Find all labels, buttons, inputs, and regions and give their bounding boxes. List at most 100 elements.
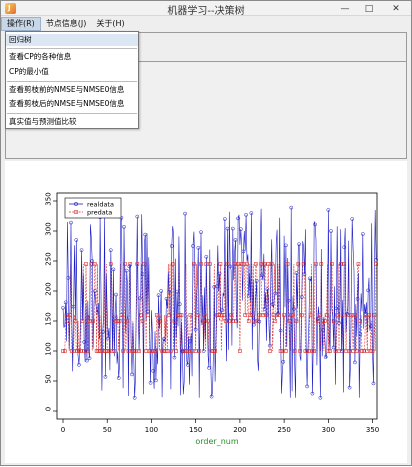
predata-point <box>292 349 297 353</box>
predata-point <box>199 262 203 266</box>
predata-point <box>85 349 90 353</box>
predata-point <box>324 313 329 317</box>
realdata-point <box>63 300 68 305</box>
predata-point <box>335 313 339 317</box>
realdata-point <box>90 259 95 263</box>
y-tick-label: 250 <box>45 252 53 265</box>
menu-item-nmse-before-prune[interactable]: 查看剪枝前的NMSE与NMSE0信息 <box>9 85 125 94</box>
menu-item-regression-tree[interactable]: 回归树 <box>6 34 138 46</box>
predata-point <box>216 313 221 317</box>
predata-point <box>140 319 145 323</box>
predata-point <box>344 349 348 353</box>
realdata-point <box>130 372 134 377</box>
predata-point <box>139 313 143 317</box>
x-tick-label: 50 <box>103 426 112 434</box>
predata-point <box>301 262 306 266</box>
predata-point <box>250 313 255 317</box>
menu-item-cp-info[interactable]: 查看CP的各种信息 <box>9 52 72 61</box>
x-axis-label: order_num <box>195 437 238 446</box>
predata-point <box>238 349 242 353</box>
realdata-point <box>106 336 110 341</box>
realdata-point <box>212 284 217 289</box>
predata-point <box>342 262 347 266</box>
menu-item-cp-min[interactable]: CP的最小值 <box>9 67 49 76</box>
realdata-point <box>339 349 344 353</box>
realdata-point <box>159 289 164 293</box>
predata-point <box>298 349 302 353</box>
menu-about[interactable]: 关于(H) <box>96 19 125 28</box>
realdata-point <box>103 374 108 379</box>
y-tick-label: 150 <box>45 312 53 325</box>
predata-point <box>254 262 258 266</box>
menu-item-real-vs-pred[interactable]: 真实值与预测值比较 <box>9 117 77 126</box>
comparison-chart: 0 50 100 150 200 250 300 350 0 50 100 150 200 250 300 3… <box>45 192 380 446</box>
realdata-point <box>74 238 79 242</box>
minimize-button[interactable]: — <box>340 3 350 14</box>
predata-point <box>346 313 350 317</box>
predata-point <box>351 349 355 353</box>
menu-node-info[interactable]: 节点信息(J) <box>45 19 87 28</box>
series-realdata-line <box>62 207 377 398</box>
legend-box <box>64 197 122 219</box>
predata-point <box>169 349 173 353</box>
realdata-point <box>228 264 233 269</box>
predata-point <box>71 349 76 353</box>
predata-point <box>315 319 320 323</box>
realdata-point <box>257 319 262 324</box>
y-tick-label: 300 <box>45 222 53 235</box>
menu-operation[interactable]: 操作(R) <box>1 17 41 31</box>
predata-point <box>370 349 375 353</box>
predata-point <box>124 319 129 323</box>
predata-point <box>84 262 88 266</box>
legend-predata-label: predata <box>87 209 112 217</box>
realdata-point <box>246 293 251 298</box>
realdata-point <box>366 288 371 293</box>
realdata-point <box>355 296 360 301</box>
x-tick-label: 0 <box>61 426 65 434</box>
predata-point <box>231 319 235 323</box>
predata-point <box>338 262 343 266</box>
predata-point <box>319 262 324 266</box>
realdata-point <box>175 289 179 294</box>
realdata-point <box>77 362 81 367</box>
predata-point <box>80 319 85 323</box>
predata-point <box>236 262 240 266</box>
y-tick-label: 50 <box>45 375 53 384</box>
predata-point <box>93 262 97 266</box>
predata-point <box>123 262 127 266</box>
predata-point <box>137 349 141 353</box>
menu-item-nmse-after-prune[interactable]: 查看剪枝后的NMSE与NMSE0信息 <box>9 99 125 108</box>
realdata-point <box>217 271 222 276</box>
predata-point <box>266 262 271 266</box>
predata-point <box>153 349 157 353</box>
close-button[interactable]: ✕ <box>392 3 400 14</box>
maximize-button[interactable]: □ <box>364 3 374 14</box>
series-predata-line <box>63 263 377 352</box>
predata-point <box>287 319 292 323</box>
predata-point <box>108 262 113 266</box>
predata-point <box>282 313 286 317</box>
menu-separator <box>7 48 137 49</box>
window-title: 机器学习--决策树 <box>167 6 245 17</box>
predata-point <box>146 313 150 317</box>
realdata-point <box>289 205 294 210</box>
predata-point <box>241 262 246 266</box>
predata-point <box>269 262 274 266</box>
title-bar: J 机器学习--决策树 — □ ✕ <box>1 1 411 17</box>
realdata-point <box>172 355 177 360</box>
realdata-point <box>262 307 267 311</box>
predata-point <box>188 313 193 317</box>
realdata-point <box>281 359 286 364</box>
realdata-point <box>342 245 347 250</box>
realdata-point <box>223 217 227 221</box>
realdata-point <box>135 214 140 219</box>
x-tick-label: 300 <box>322 426 335 434</box>
predata-point <box>273 319 278 323</box>
predata-point <box>261 313 265 317</box>
predata-point <box>126 349 131 353</box>
predata-point <box>229 313 233 317</box>
predata-point <box>285 262 290 266</box>
predata-point <box>117 319 122 323</box>
predata-point <box>172 319 177 323</box>
realdata-point <box>151 368 156 373</box>
